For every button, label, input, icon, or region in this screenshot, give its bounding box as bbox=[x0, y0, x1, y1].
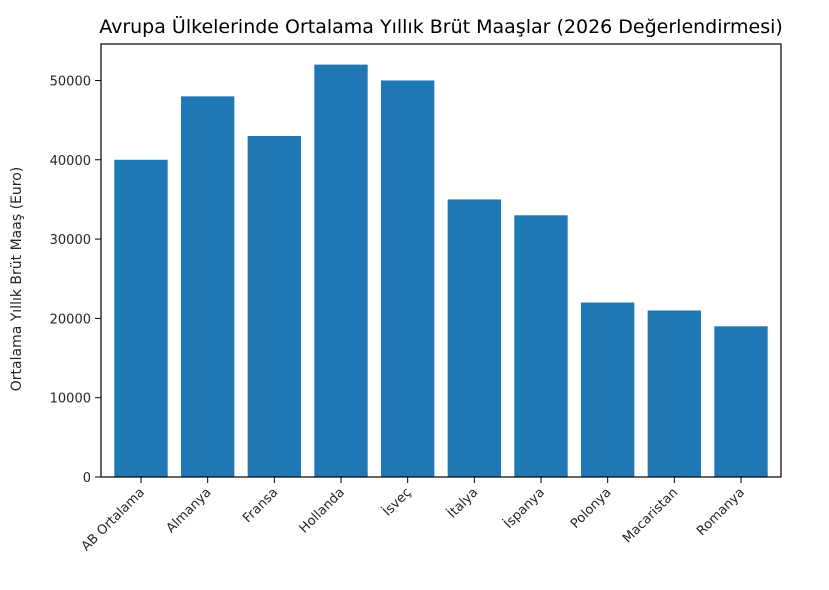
x-tick-label: Macaristan bbox=[620, 485, 681, 546]
bar bbox=[514, 215, 568, 478]
bar bbox=[381, 80, 435, 477]
bar bbox=[314, 64, 368, 477]
plot-frame bbox=[100, 43, 782, 478]
y-tick-label: 30000 bbox=[50, 233, 91, 248]
x-tick-label: Polonya bbox=[568, 485, 615, 532]
y-axis: 0 10000 20000 30000 40000 50000 bbox=[50, 74, 101, 486]
y-tick-label: 10000 bbox=[50, 392, 91, 407]
bar bbox=[247, 135, 301, 477]
x-tick-label: Hollanda bbox=[297, 485, 348, 536]
x-tick-label: Romanya bbox=[694, 485, 748, 539]
bar bbox=[447, 199, 501, 477]
bar bbox=[714, 326, 768, 477]
x-tick-label: AB Ortalama bbox=[79, 485, 148, 554]
y-tick-label: 40000 bbox=[50, 154, 91, 169]
bar bbox=[647, 310, 701, 477]
x-tick-label: Almanya bbox=[164, 485, 215, 536]
x-tick-label: İtalya bbox=[444, 485, 481, 522]
y-tick-label: 0 bbox=[83, 471, 91, 486]
x-tick-label: İsveç bbox=[380, 485, 415, 520]
bar bbox=[581, 302, 635, 477]
y-tick-label: 50000 bbox=[50, 74, 91, 89]
bar bbox=[114, 159, 168, 478]
x-axis: AB Ortalama Almanya Fransa Hollanda İsveç İta… bbox=[79, 477, 748, 554]
y-axis-label: Ortalama Yıllık Brüt Maaş (Euro) bbox=[9, 167, 25, 391]
y-tick-label: 20000 bbox=[50, 312, 91, 327]
bar bbox=[181, 96, 235, 477]
x-tick-label: İspanya bbox=[501, 485, 548, 532]
chart-title: Avrupa Ülkelerinde Ortalama Yıllık Brüt … bbox=[99, 15, 783, 38]
bars-group bbox=[114, 64, 768, 478]
x-tick-label: Fransa bbox=[240, 485, 281, 526]
